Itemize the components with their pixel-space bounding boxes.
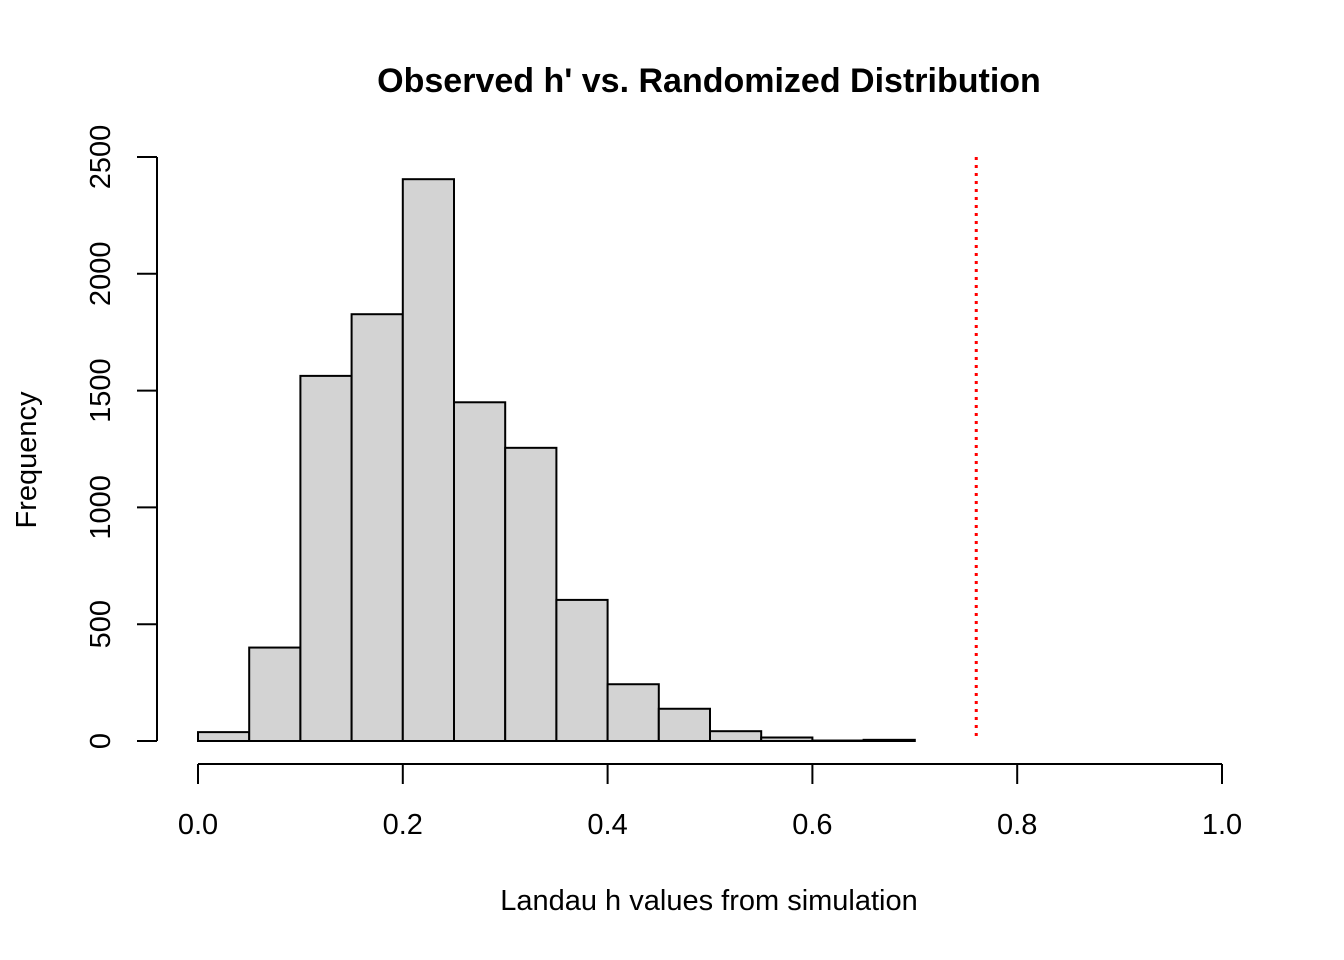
x-tick-label: 1.0 <box>1202 809 1242 841</box>
x-tick-label: 0.0 <box>178 809 218 841</box>
x-tick-label: 0.6 <box>792 809 832 841</box>
y-tick-label: 1000 <box>85 475 117 540</box>
y-tick-label: 2000 <box>85 242 117 307</box>
histogram-bar <box>299 374 353 742</box>
histogram-bar <box>504 446 558 742</box>
y-axis: 0 500 1000 1500 2000 2500 <box>85 125 158 749</box>
histogram-bars <box>197 178 916 743</box>
histogram-bar <box>760 736 814 742</box>
histogram-bar <box>453 401 507 742</box>
y-tick-label: 0 <box>85 733 117 749</box>
y-tick-label: 500 <box>85 600 117 648</box>
x-axis: 0.0 0.2 0.4 0.6 0.8 1.0 <box>178 763 1242 841</box>
histogram-bar <box>350 313 404 742</box>
histogram-bar <box>606 683 660 743</box>
histogram-bar <box>197 731 251 743</box>
histogram-bar <box>862 738 916 742</box>
x-axis-label: Landau h values from simulation <box>500 885 918 917</box>
histogram-bar <box>401 178 455 742</box>
histogram-bar <box>555 598 609 742</box>
x-tick-label: 0.2 <box>383 809 423 841</box>
histogram-bar <box>657 707 711 742</box>
histogram-bar <box>709 730 763 742</box>
y-axis-label: Frequency <box>11 391 43 529</box>
x-tick-label: 0.8 <box>997 809 1037 841</box>
histogram-bar <box>248 646 302 742</box>
chart-title: Observed h' vs. Randomized Distribution <box>377 62 1041 100</box>
y-tick-label: 1500 <box>85 358 117 423</box>
x-tick-label: 0.4 <box>587 809 627 841</box>
y-tick-label: 2500 <box>85 125 117 190</box>
